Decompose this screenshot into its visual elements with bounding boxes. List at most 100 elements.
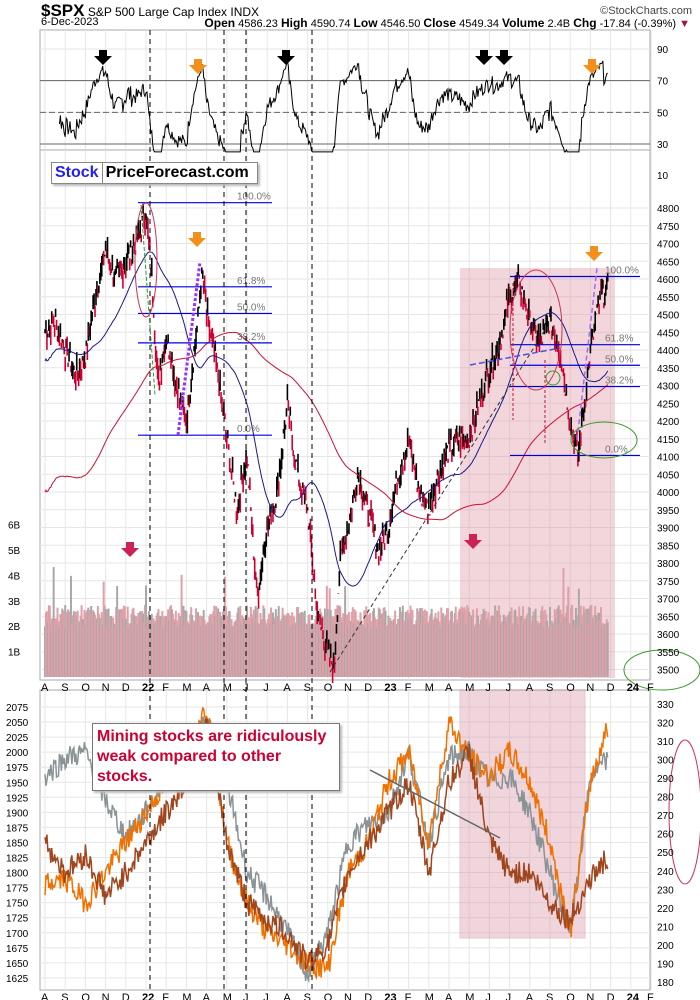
x-tick-label: 24 [627, 992, 640, 1000]
price-tick-label: 4700 [657, 240, 680, 251]
fib-label: 0.0% [605, 444, 628, 455]
lower-right-tick-label: 240 [657, 867, 674, 878]
lower-left-tick-label: 1825 [6, 854, 29, 865]
price-tick-label: 4150 [657, 435, 680, 446]
rsi-tick-label: 90 [657, 45, 669, 56]
volume-label: Volume [502, 16, 545, 30]
red-ellipse [668, 739, 700, 885]
change-value: -17.84 (-0.39%) [599, 18, 677, 30]
down-triangle-icon: ▼ [679, 18, 690, 30]
lower-right-tick-label: 210 [657, 922, 674, 933]
price-tick-label: 4400 [657, 346, 680, 357]
logo: Stock PriceForecast.com [51, 162, 258, 184]
x-tick-label: D [122, 682, 130, 694]
x-tick-label: A [41, 682, 49, 694]
price-tick-label: 4500 [657, 311, 680, 322]
rsi-tick-label: 30 [657, 140, 669, 151]
orange-down-arrow-icon [585, 246, 603, 261]
index-name: S&P 500 Large Cap Index [87, 5, 228, 19]
fib-label: 50.0% [605, 354, 633, 365]
ma200-line [44, 331, 609, 521]
x-tick-label: M [223, 682, 232, 694]
lower-left-tick-label: 1850 [6, 838, 29, 849]
orange-series-line [44, 706, 609, 981]
lower-left-tick-label: 1925 [6, 793, 29, 804]
green-ellipse [623, 649, 700, 691]
x-tick-label: D [364, 682, 372, 694]
rsi-tick-label: 10 [657, 171, 669, 182]
price-tick-label: 4450 [657, 328, 680, 339]
x-tick-label: F [647, 992, 654, 1000]
price-tick-label: 4550 [657, 293, 680, 304]
price-tick-label: 4300 [657, 382, 680, 393]
ma50-line [44, 251, 609, 587]
lower-left-tick-label: 2075 [6, 703, 29, 714]
lower-right-tick-label: 200 [657, 941, 674, 952]
x-tick-label: A [41, 992, 49, 1000]
fib-label: 38.2% [605, 376, 633, 387]
price-tick-label: 4800 [657, 204, 680, 215]
fib-label: 50.0% [237, 302, 265, 313]
lower-left-tick-label: 2000 [6, 748, 29, 759]
x-tick-label: 22 [142, 682, 154, 694]
x-tick-label: O [324, 682, 333, 694]
x-tick-label: D [607, 992, 615, 1000]
low-value: 4546.50 [380, 18, 421, 30]
volume-tick-label: 5B [8, 546, 21, 557]
lower-left-tick-label: 1800 [6, 869, 29, 880]
orange-down-arrow-icon [188, 232, 206, 247]
x-tick-label: D [364, 992, 372, 1000]
price-tick-label: 3550 [657, 648, 680, 659]
x-tick-label: F [405, 682, 412, 694]
x-tick-label: J [506, 992, 512, 1000]
purple-dashed-line [176, 261, 202, 436]
lower-right-tick-label: 270 [657, 811, 674, 822]
lower-right-tick-label: 320 [657, 719, 674, 730]
open-label: Open [204, 16, 236, 30]
x-tick-label: J [263, 682, 269, 694]
x-tick-label: S [61, 682, 68, 694]
volume-value: 2.4B [547, 18, 571, 30]
x-tick-label: O [81, 682, 90, 694]
panel-frame [39, 149, 651, 681]
rsi-line [58, 60, 608, 153]
x-tick-label: F [647, 682, 654, 694]
low-label: Low [353, 16, 378, 30]
x-tick-label: M [182, 682, 191, 694]
x-tick-label: A [203, 682, 211, 694]
gray-series-line [44, 716, 609, 984]
x-tick-label: A [283, 992, 291, 1000]
x-tick-label: N [586, 992, 594, 1000]
blue-dashed-line [469, 347, 561, 366]
lower-right-tick-label: 300 [657, 756, 674, 767]
annotation-callout: Mining stocks are ridiculously weak comp… [92, 723, 340, 791]
lower-left-tick-label: 1900 [6, 808, 29, 819]
x-tick-label: M [425, 682, 434, 694]
orange-down-arrow-icon [583, 59, 601, 74]
fib-label: 38.2% [237, 332, 265, 343]
green-ellipse [570, 421, 638, 459]
orange-down-arrow-icon [189, 59, 207, 74]
change-label: Chg [573, 16, 597, 30]
price-tick-label: 4050 [657, 470, 680, 481]
price-tick-label: 4100 [657, 453, 680, 464]
lower-right-tick-label: 220 [657, 904, 674, 915]
x-tick-label: F [162, 682, 169, 694]
high-label: High [280, 16, 308, 30]
lower-right-tick-label: 180 [657, 978, 674, 989]
x-tick-label: M [182, 992, 191, 1000]
lower-left-tick-label: 1650 [6, 959, 29, 970]
x-tick-label: O [566, 992, 575, 1000]
red-down-arrow-icon [121, 542, 139, 557]
x-tick-label: O [324, 992, 333, 1000]
x-tick-label: J [485, 992, 491, 1000]
red-ellipse [509, 269, 563, 391]
x-tick-label: S [546, 682, 553, 694]
x-tick-label: J [506, 682, 512, 694]
x-tick-label: M [465, 682, 474, 694]
chart-title: $SPX S&P 500 Large Cap Index INDX [41, 1, 259, 21]
purple-dashed-line [576, 267, 598, 441]
fib-label: 61.8% [237, 276, 265, 287]
